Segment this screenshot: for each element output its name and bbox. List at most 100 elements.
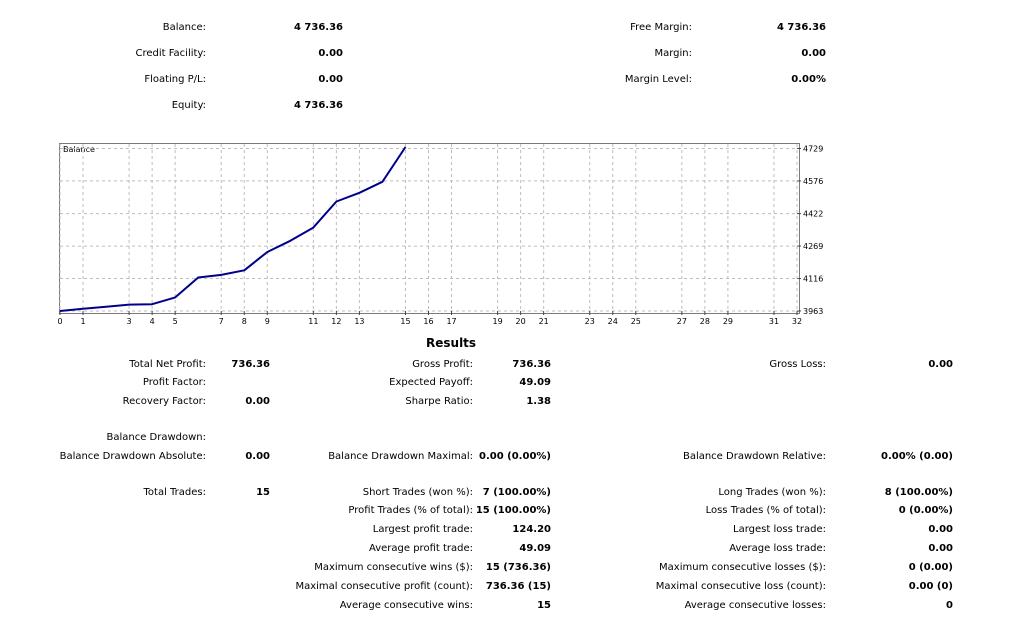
y-tick-label: 4422 bbox=[803, 210, 823, 219]
balance-chart bbox=[59, 143, 800, 314]
credit-facility-value: 0.00 bbox=[318, 48, 343, 59]
margin-label: Margin: bbox=[654, 48, 692, 59]
loss-trades-label: Loss Trades (% of total): bbox=[705, 505, 826, 516]
max-consec-losses-value: 0 (0.00) bbox=[908, 562, 953, 573]
equity-label: Equity: bbox=[171, 100, 206, 111]
x-tick-label: 16 bbox=[423, 317, 433, 326]
largest-profit-label: Largest profit trade: bbox=[372, 524, 473, 535]
avg-consec-losses-value: 0 bbox=[946, 600, 953, 611]
largest-loss-label: Largest loss trade: bbox=[733, 524, 826, 535]
balance-drawdown-label: Balance Drawdown: bbox=[106, 432, 206, 443]
max-consec-wins-value: 15 (736.36) bbox=[485, 562, 551, 573]
x-tick-label: 23 bbox=[585, 317, 595, 326]
x-tick-label: 7 bbox=[219, 317, 224, 326]
short-trades-value: 7 (100.00%) bbox=[482, 487, 551, 498]
max-consec-wins-label: Maximum consecutive wins ($): bbox=[314, 562, 473, 573]
margin-level-label: Margin Level: bbox=[624, 74, 692, 85]
floating-pl-value: 0.00 bbox=[318, 74, 343, 85]
bd-absolute-value: 0.00 bbox=[245, 451, 270, 462]
bd-maximal-value: 0.00 (0.00%) bbox=[479, 451, 551, 462]
avg-profit-label: Average profit trade: bbox=[368, 543, 473, 554]
x-tick-label: 17 bbox=[446, 317, 456, 326]
x-tick-label: 29 bbox=[723, 317, 733, 326]
gross-profit-value: 736.36 bbox=[512, 359, 551, 370]
y-tick-label: 3963 bbox=[803, 307, 823, 316]
largest-profit-value: 124.20 bbox=[512, 524, 551, 535]
chart-title: Balance bbox=[63, 145, 95, 154]
y-tick-label: 4269 bbox=[803, 242, 823, 251]
x-tick-label: 0 bbox=[57, 317, 62, 326]
x-tick-label: 1 bbox=[80, 317, 85, 326]
credit-facility-label: Credit Facility: bbox=[135, 48, 206, 59]
avg-loss-value: 0.00 bbox=[928, 543, 953, 554]
x-tick-label: 31 bbox=[769, 317, 779, 326]
free-margin-value: 4 736.36 bbox=[776, 22, 826, 33]
free-margin-label: Free Margin: bbox=[630, 22, 692, 33]
margin-value: 0.00 bbox=[801, 48, 826, 59]
gross-loss-label: Gross Loss: bbox=[769, 359, 826, 370]
profit-trades-label: Profit Trades (% of total): bbox=[348, 505, 473, 516]
bd-maximal-label: Balance Drawdown Maximal: bbox=[328, 451, 473, 462]
x-tick-label: 20 bbox=[516, 317, 526, 326]
total-trades-label: Total Trades: bbox=[143, 487, 207, 498]
short-trades-label: Short Trades (won %): bbox=[362, 487, 473, 498]
long-trades-value: 8 (100.00%) bbox=[884, 487, 953, 498]
sharpe-ratio-value: 1.38 bbox=[526, 396, 551, 407]
largest-loss-value: 0.00 bbox=[928, 524, 953, 535]
x-tick-label: 32 bbox=[792, 317, 802, 326]
avg-loss-label: Average loss trade: bbox=[729, 543, 826, 554]
recovery-factor-label: Recovery Factor: bbox=[122, 396, 206, 407]
y-tick-label: 4729 bbox=[803, 144, 823, 153]
total-trades-value: 15 bbox=[256, 487, 270, 498]
sharpe-ratio-label: Sharpe Ratio: bbox=[405, 396, 473, 407]
x-tick-label: 19 bbox=[493, 317, 503, 326]
long-trades-label: Long Trades (won %): bbox=[718, 487, 826, 498]
maximal-consec-profit-value: 736.36 (15) bbox=[485, 581, 551, 592]
balance-value: 4 736.36 bbox=[293, 22, 343, 33]
x-tick-label: 4 bbox=[150, 317, 155, 326]
bd-absolute-label: Balance Drawdown Absolute: bbox=[59, 451, 206, 462]
x-tick-label: 15 bbox=[400, 317, 410, 326]
y-tick-label: 4576 bbox=[803, 177, 823, 186]
x-tick-label: 25 bbox=[631, 317, 641, 326]
avg-consec-losses-label: Average consecutive losses: bbox=[684, 600, 826, 611]
floating-pl-label: Floating P/L: bbox=[144, 74, 206, 85]
x-tick-label: 13 bbox=[354, 317, 364, 326]
balance-label: Balance: bbox=[162, 22, 206, 33]
expected-payoff-value: 49.09 bbox=[519, 377, 551, 388]
results-title: Results bbox=[426, 336, 477, 350]
balance-line bbox=[59, 146, 407, 312]
margin-level-value: 0.00% bbox=[791, 74, 826, 85]
total-net-profit-value: 736.36 bbox=[231, 359, 270, 370]
x-tick-label: 5 bbox=[173, 317, 178, 326]
maximal-consec-loss-value: 0.00 (0) bbox=[908, 581, 953, 592]
gross-loss-value: 0.00 bbox=[928, 359, 953, 370]
avg-consec-wins-label: Average consecutive wins: bbox=[339, 600, 473, 611]
x-tick-label: 9 bbox=[265, 317, 270, 326]
x-tick-label: 21 bbox=[539, 317, 549, 326]
total-net-profit-label: Total Net Profit: bbox=[129, 359, 206, 370]
x-tick-label: 11 bbox=[308, 317, 318, 326]
x-tick-label: 12 bbox=[331, 317, 341, 326]
x-tick-label: 28 bbox=[700, 317, 710, 326]
avg-consec-wins-value: 15 bbox=[537, 600, 551, 611]
expected-payoff-label: Expected Payoff: bbox=[389, 377, 473, 388]
gross-profit-label: Gross Profit: bbox=[412, 359, 473, 370]
avg-profit-value: 49.09 bbox=[519, 543, 551, 554]
x-tick-label: 8 bbox=[242, 317, 247, 326]
profit-trades-value: 15 (100.00%) bbox=[475, 505, 551, 516]
profit-factor-label: Profit Factor: bbox=[142, 377, 206, 388]
max-consec-losses-label: Maximum consecutive losses ($): bbox=[659, 562, 826, 573]
recovery-factor-value: 0.00 bbox=[245, 396, 270, 407]
x-tick-label: 27 bbox=[677, 317, 687, 326]
bd-relative-value: 0.00% (0.00) bbox=[881, 451, 953, 462]
maximal-consec-loss-label: Maximal consecutive loss (count): bbox=[655, 581, 826, 592]
x-tick-label: 3 bbox=[127, 317, 132, 326]
y-tick-label: 4116 bbox=[803, 275, 823, 284]
bd-relative-label: Balance Drawdown Relative: bbox=[682, 451, 826, 462]
maximal-consec-profit-label: Maximal consecutive profit (count): bbox=[295, 581, 473, 592]
x-tick-label: 24 bbox=[608, 317, 618, 326]
loss-trades-value: 0 (0.00%) bbox=[898, 505, 953, 516]
equity-value: 4 736.36 bbox=[293, 100, 343, 111]
